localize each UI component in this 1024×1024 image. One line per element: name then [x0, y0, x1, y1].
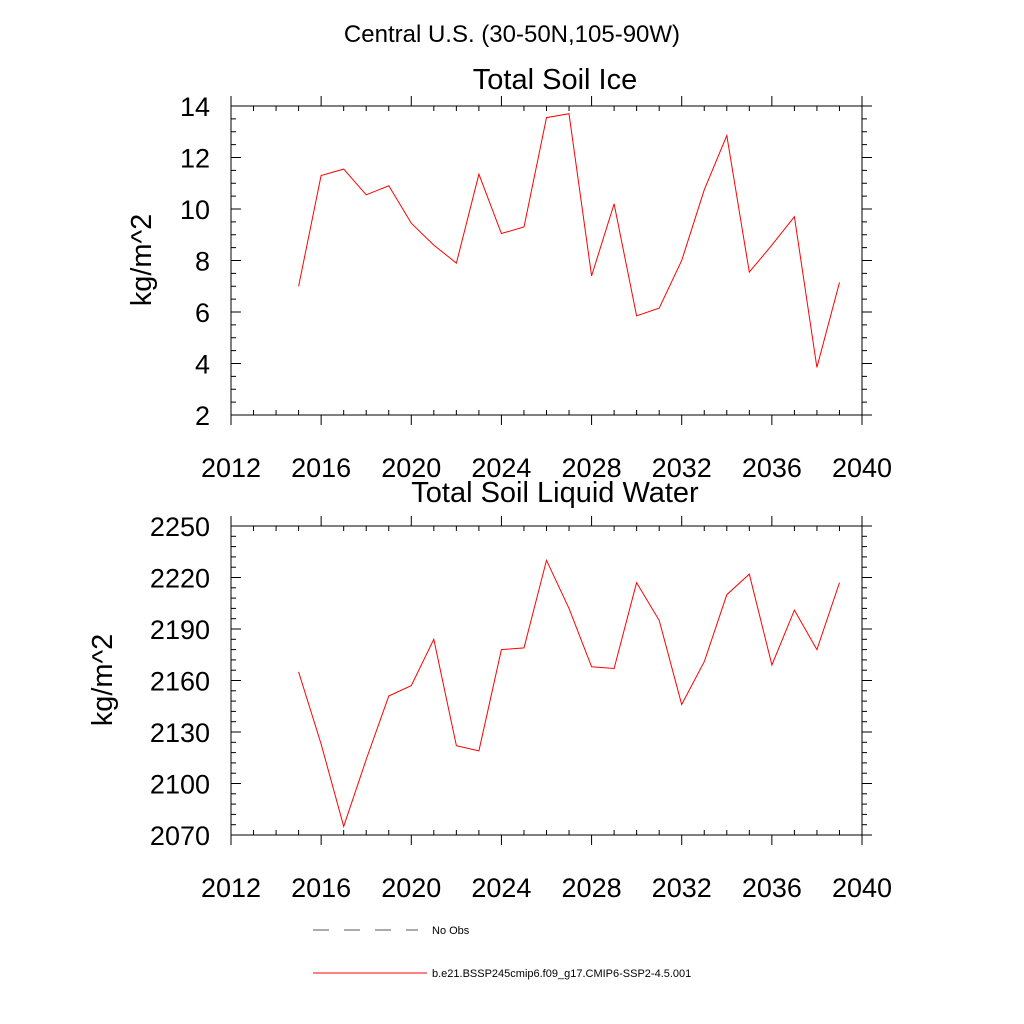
soil-liquid-y-tick-label: 2070 — [150, 821, 210, 851]
soil-ice-x-tick-label: 2012 — [201, 453, 261, 483]
soil-liquid-series-line — [298, 558, 840, 829]
soil-liquid-tick-labels: 2012 2016 2020 2024 2028 2032 2036 2040 2070 2100… — [150, 512, 892, 903]
soil-liquid-x-tick-label: 2040 — [832, 873, 892, 903]
soil-ice-x-tick-label: 2032 — [652, 453, 712, 483]
soil-ice-y-tick-label: 10 — [180, 195, 210, 225]
soil-ice-y-tick-label: 14 — [180, 92, 210, 122]
soil-ice-y-tick-label: 4 — [195, 350, 210, 380]
soil-liquid-series — [298, 558, 840, 829]
soil-liquid-x-tick-label: 2024 — [471, 873, 531, 903]
soil-ice-ylabel: kg/m^2 — [126, 214, 158, 307]
soil-ice-x-tick-label: 2020 — [381, 453, 441, 483]
soil-ice-series-line — [298, 113, 840, 368]
soil-liquid-ylabel: kg/m^2 — [87, 634, 119, 727]
soil-ice-y-tick-label: 12 — [180, 144, 210, 174]
soil-ice-x-tick-label: 2016 — [291, 453, 351, 483]
soil-ice-tick-labels: 2012 2016 2020 2024 2028 2032 2036 2040 2 4 6 8 10 12… — [180, 92, 892, 483]
soil-liquid-title: Total Soil Liquid Water — [411, 477, 699, 509]
soil-liquid-y-tick-label: 2220 — [150, 564, 210, 594]
soil-ice-panel: Total Soil Ice kg/m^2 2012 2016 2020 2024 20… — [126, 64, 892, 483]
soil-liquid-ticks — [230, 516, 872, 845]
soil-ice-x-tick-label: 2024 — [471, 453, 531, 483]
soil-liquid-x-tick-label: 2032 — [652, 873, 712, 903]
soil-ice-x-tick-label: 2036 — [742, 453, 802, 483]
soil-liquid-x-tick-label: 2028 — [562, 873, 622, 903]
legend-model-label: b.e21.BSSP245cmip6.f09_g17.CMIP6-SSP2-4.… — [432, 968, 691, 980]
soil-ice-y-tick-label: 6 — [195, 298, 210, 328]
soil-liquid-x-tick-label: 2036 — [742, 873, 802, 903]
soil-liquid-y-tick-label: 2160 — [150, 667, 210, 697]
soil-liquid-y-tick-label: 2190 — [150, 615, 210, 645]
soil-liquid-panel: Total Soil Liquid Water kg/m^2 2012 2016 2… — [87, 477, 892, 903]
soil-liquid-plot-frame — [230, 525, 863, 836]
soil-ice-plot-frame — [230, 105, 863, 416]
soil-ice-y-tick-label: 2 — [195, 401, 210, 431]
soil-liquid-y-tick-label: 2250 — [150, 512, 210, 542]
soil-ice-ticks — [230, 96, 872, 425]
soil-ice-x-tick-label: 2028 — [562, 453, 622, 483]
soil-liquid-x-tick-label: 2020 — [381, 873, 441, 903]
soil-liquid-x-tick-label: 2012 — [201, 873, 261, 903]
legend-obs-label: No Obs — [432, 925, 470, 937]
soil-ice-x-tick-label: 2040 — [832, 453, 892, 483]
soil-ice-title: Total Soil Ice — [473, 64, 637, 96]
soil-liquid-x-tick-label: 2016 — [291, 873, 351, 903]
legend: No Obs b.e21.BSSP245cmip6.f09_g17.CMIP6-… — [313, 925, 691, 980]
soil-ice-series — [298, 113, 840, 368]
soil-liquid-y-tick-label: 2100 — [150, 770, 210, 800]
soil-ice-y-tick-label: 8 — [195, 247, 210, 277]
soil-liquid-y-tick-label: 2130 — [150, 718, 210, 748]
figure-suptitle: Central U.S. (30-50N,105-90W) — [344, 21, 680, 48]
